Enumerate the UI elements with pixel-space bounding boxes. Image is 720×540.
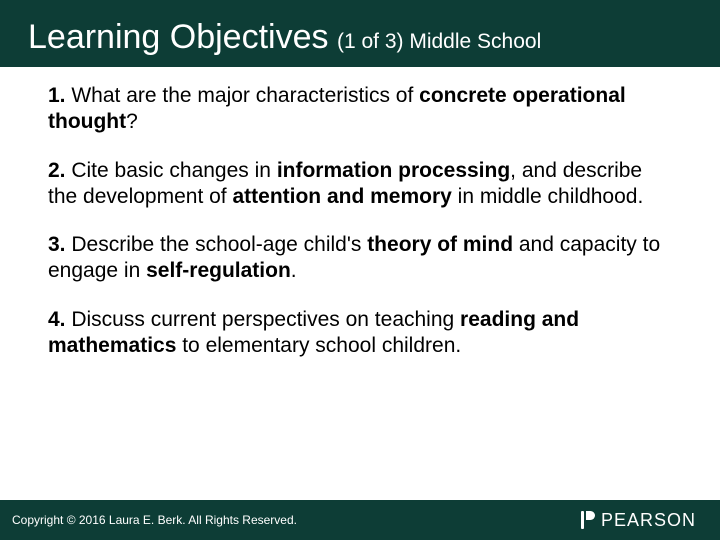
objective-text: ? bbox=[126, 110, 138, 133]
objective-text: to elementary school children. bbox=[176, 334, 461, 357]
objective-bold: self-regulation bbox=[146, 259, 291, 282]
brand-text: PEARSON bbox=[601, 510, 696, 531]
brand-logo: PEARSON bbox=[581, 510, 696, 531]
objective-text: . bbox=[291, 259, 297, 282]
brand-icon bbox=[581, 511, 595, 529]
title-bar: Learning Objectives (1 of 3) Middle Scho… bbox=[0, 0, 720, 67]
objective-3: 3. Describe the school-age child's theor… bbox=[48, 232, 672, 285]
objective-bold: theory of mind bbox=[367, 233, 513, 256]
page-title-sub: (1 of 3) Middle School bbox=[337, 30, 541, 53]
objective-1: 1. What are the major characteristics of… bbox=[48, 83, 672, 136]
objective-4: 4. Discuss current perspectives on teach… bbox=[48, 307, 672, 360]
objective-text: in middle childhood. bbox=[452, 185, 643, 208]
copyright-text: Copyright © 2016 Laura E. Berk. All Righ… bbox=[12, 513, 297, 527]
objective-num: 3. bbox=[48, 233, 66, 256]
objective-num: 2. bbox=[48, 159, 66, 182]
footer-bar: Copyright © 2016 Laura E. Berk. All Righ… bbox=[0, 500, 720, 540]
objective-2: 2. Cite basic changes in information pro… bbox=[48, 158, 672, 211]
objective-num: 1. bbox=[48, 84, 66, 107]
objective-bold: information processing bbox=[277, 159, 510, 182]
objective-text: Describe the school-age child's bbox=[66, 233, 368, 256]
objective-text: Discuss current perspectives on teaching bbox=[66, 308, 461, 331]
content-area: 1. What are the major characteristics of… bbox=[0, 67, 720, 359]
objective-bold: attention and memory bbox=[232, 185, 451, 208]
objective-text: What are the major characteristics of bbox=[66, 84, 420, 107]
objective-num: 4. bbox=[48, 308, 66, 331]
objective-text: Cite basic changes in bbox=[66, 159, 277, 182]
page-title-main: Learning Objectives bbox=[28, 18, 329, 56]
